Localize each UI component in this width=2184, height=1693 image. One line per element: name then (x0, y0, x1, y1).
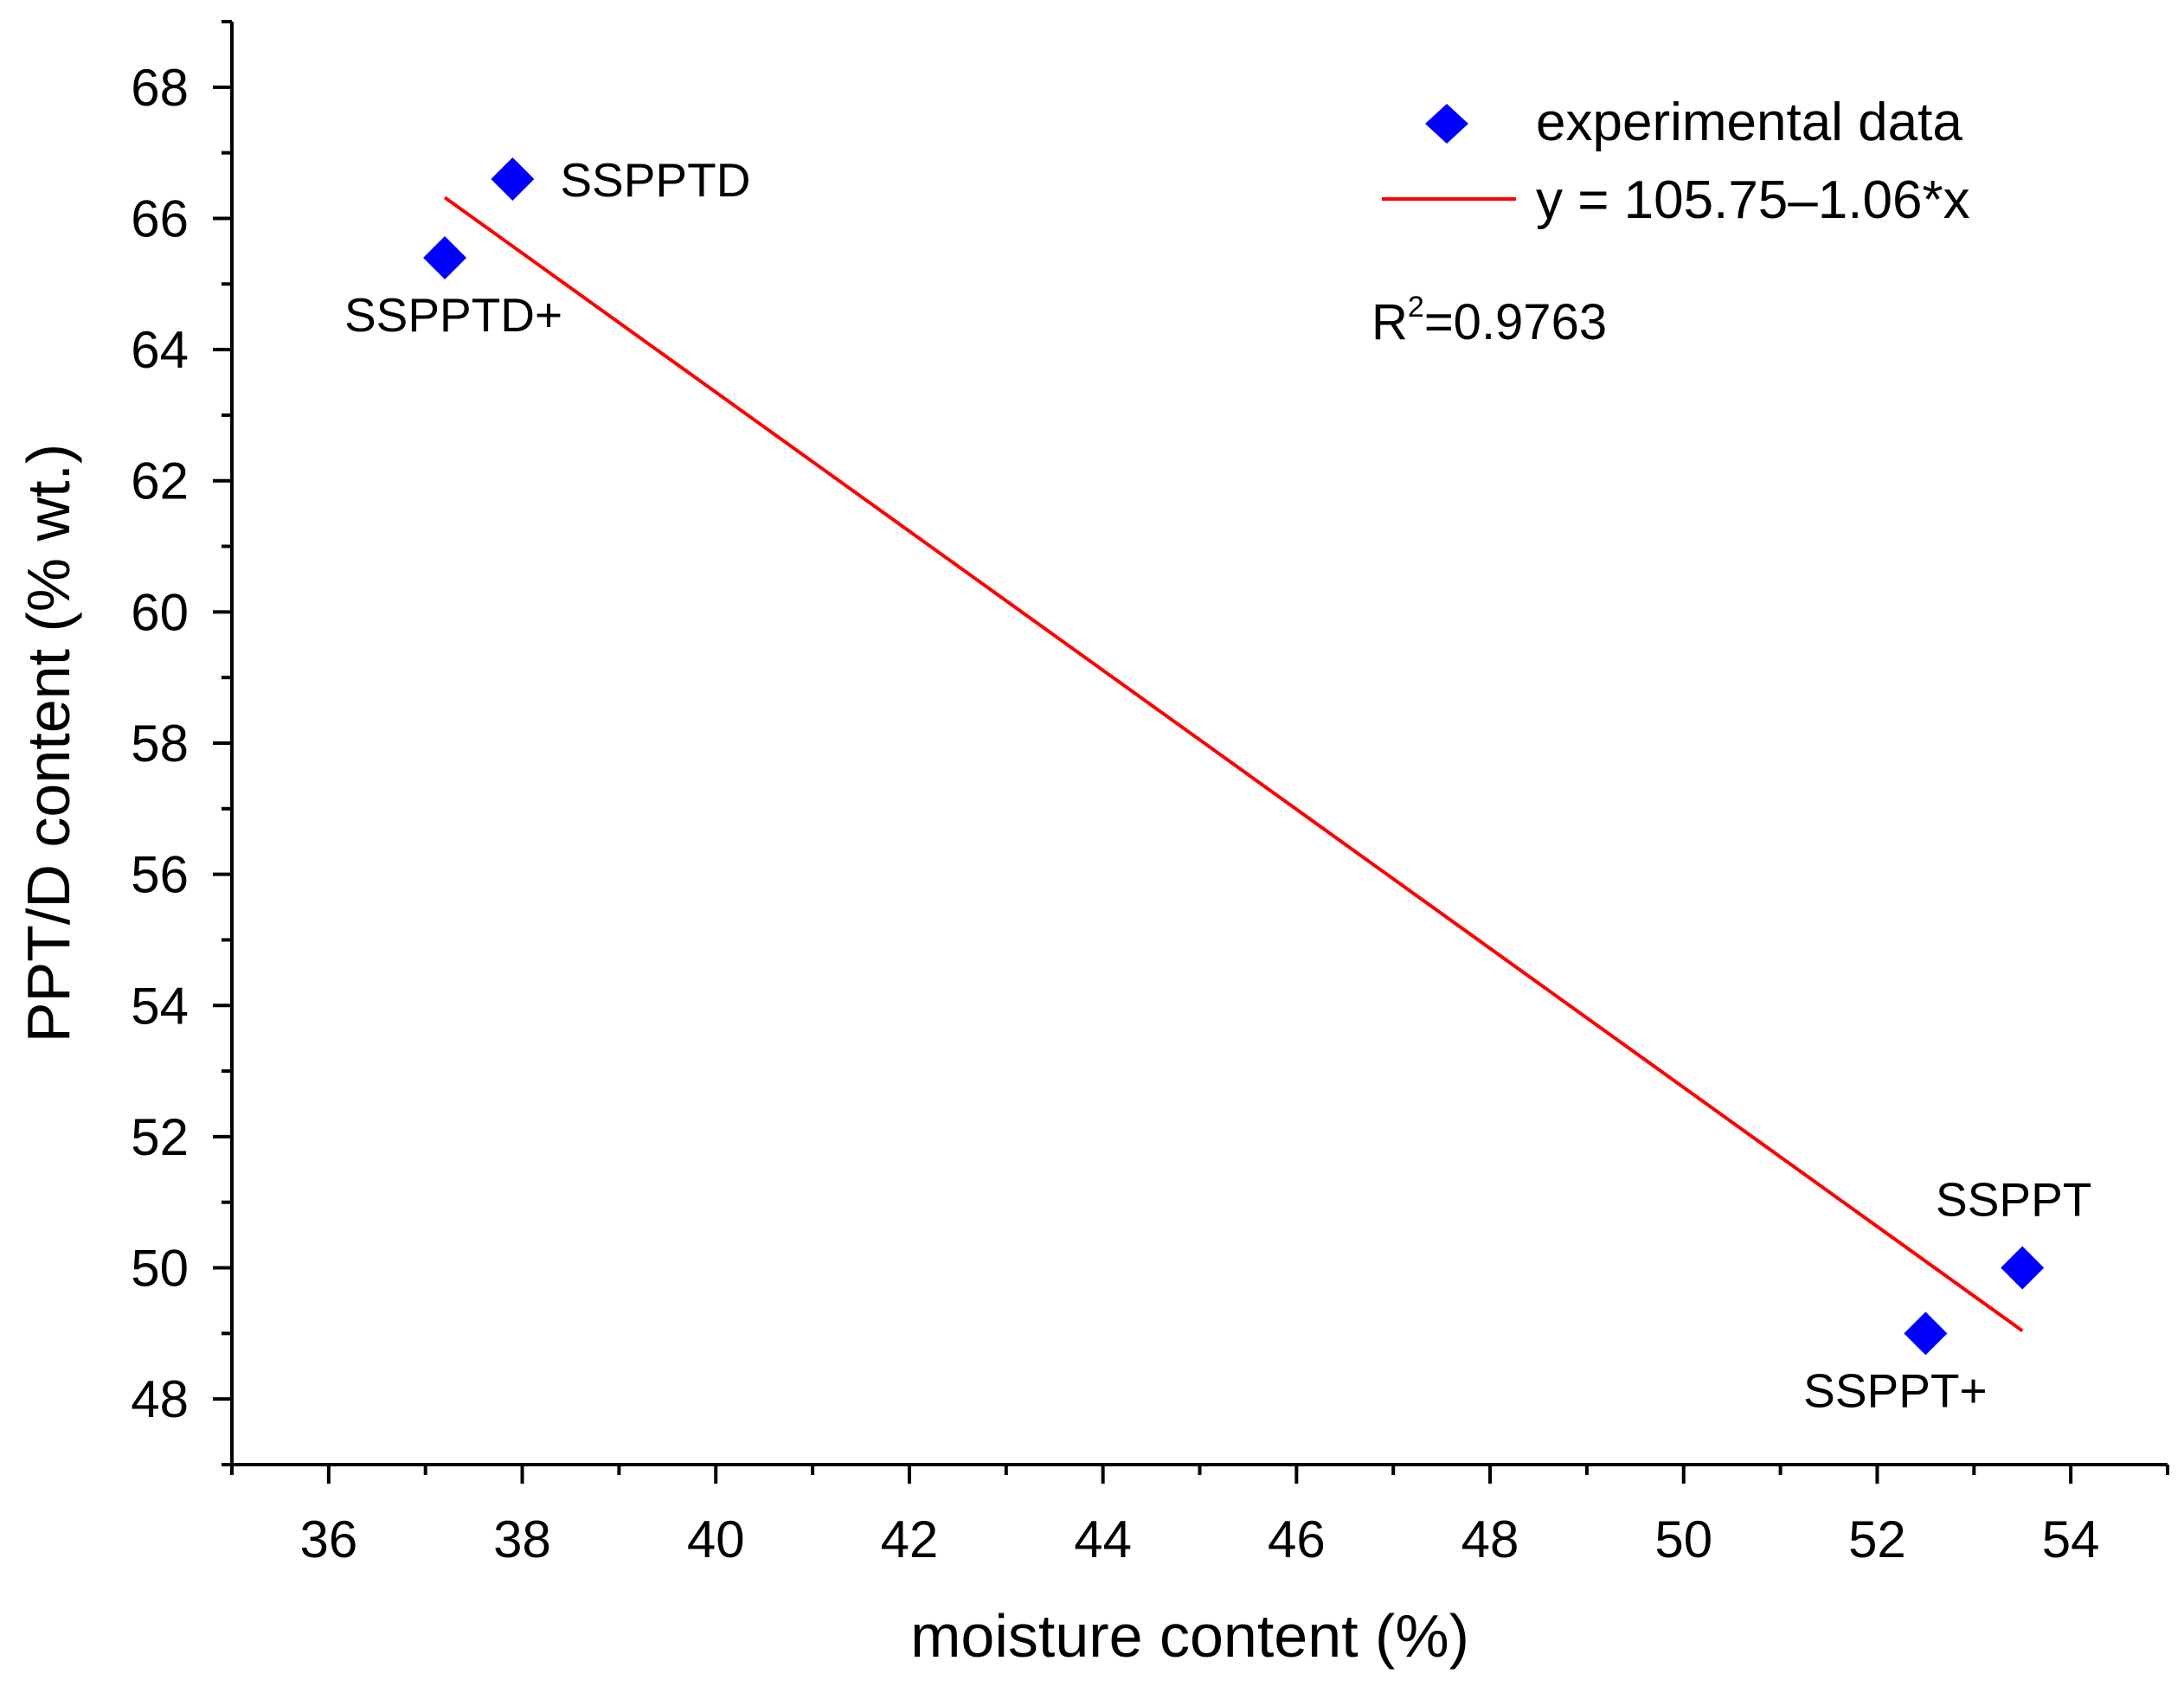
fit-layer (443, 196, 2024, 1332)
legend-label-experimental-data: experimental data (1536, 93, 1962, 152)
y-tick-label-50: 50 (131, 1240, 189, 1298)
x-tick-label-50: 50 (1654, 1510, 1712, 1568)
r-squared-value: =0.9763 (1424, 294, 1607, 350)
tick-labels: 36 38 40 42 44 46 48 50 52 54 48 50 52 54 56 58 60 62 64 66… (131, 59, 2099, 1568)
y-tick-label-60: 60 (131, 583, 189, 641)
x-tick-label-42: 42 (881, 1510, 939, 1568)
x-tick-label-54: 54 (2042, 1510, 2100, 1568)
ticks (213, 20, 2169, 1484)
y-tick-label-66: 66 (131, 189, 189, 247)
r-squared-sup: 2 (1408, 291, 1424, 324)
x-tick-label-40: 40 (687, 1510, 745, 1568)
point-label-sspptd: SSPPTD (560, 153, 750, 207)
y-tick-label-56: 56 (131, 846, 189, 904)
data-point-sspptd-plus (423, 235, 467, 279)
x-tick-label-38: 38 (493, 1510, 551, 1568)
y-tick-label-48: 48 (131, 1370, 189, 1428)
x-tick-label-52: 52 (1848, 1510, 1906, 1568)
data-point-ssppt-plus (1904, 1311, 1948, 1356)
fit-line (443, 196, 2024, 1332)
legend-marker-diamond (1425, 104, 1468, 144)
r-squared-annotation: R2=0.9763 (1371, 291, 1607, 350)
points-layer (423, 157, 2045, 1356)
r-squared-r: R (1371, 294, 1408, 350)
axes (230, 22, 2168, 1466)
point-labels: SSPPTD SSPPTD+ SSPPT SSPPT+ (344, 153, 2091, 1417)
x-tick-label-48: 48 (1461, 1510, 1519, 1568)
point-label-ssppt: SSPPT (1936, 1173, 2091, 1227)
point-label-ssppt-plus: SSPPT+ (1803, 1363, 1987, 1417)
x-tick-label-36: 36 (299, 1510, 357, 1568)
legend-label-fit: y = 105.75–1.06*x (1536, 170, 1970, 230)
data-point-sspptd (491, 157, 535, 201)
y-tick-label-64: 64 (131, 321, 189, 379)
y-tick-label-68: 68 (131, 59, 189, 117)
legend: experimental data y = 105.75–1.06*x (1382, 93, 1970, 230)
y-tick-label-52: 52 (131, 1108, 189, 1166)
y-tick-label-62: 62 (131, 452, 189, 510)
y-tick-label-54: 54 (131, 977, 189, 1035)
point-label-sspptd-plus: SSPPTD+ (344, 288, 562, 342)
x-tick-label-46: 46 (1268, 1510, 1326, 1568)
y-axis-title: PPT/D content (% wt.) (15, 444, 82, 1042)
x-tick-label-44: 44 (1074, 1510, 1132, 1568)
data-point-ssppt (2001, 1246, 2045, 1290)
x-axis-title: moisture content (%) (910, 1602, 1469, 1670)
y-tick-label-58: 58 (131, 715, 189, 773)
